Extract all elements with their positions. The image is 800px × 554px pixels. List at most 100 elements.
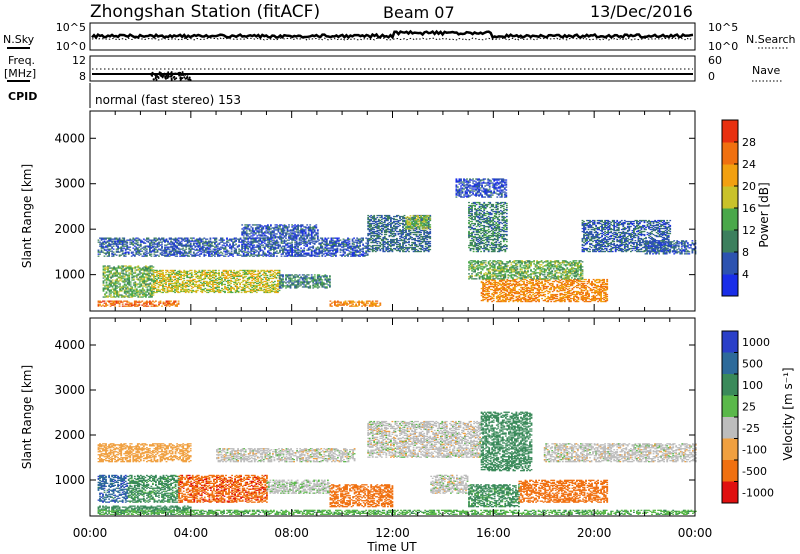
heatmap-cell xyxy=(126,295,129,297)
noise-tick-left-bottom: 10^0 xyxy=(56,40,86,53)
heatmap-cell xyxy=(373,234,376,237)
heatmap-cell xyxy=(120,275,123,277)
heatmap-cell xyxy=(157,277,160,280)
heatmap-cell xyxy=(348,242,351,244)
heatmap-cell xyxy=(253,255,256,257)
heatmap-cell xyxy=(371,300,374,302)
heatmap-cell xyxy=(169,283,172,286)
heatmap-cell xyxy=(216,272,219,275)
heatmap-cell xyxy=(325,238,328,240)
heatmap-cell xyxy=(218,269,220,272)
heatmap-cell xyxy=(134,271,137,273)
heatmap-cell xyxy=(111,282,114,284)
heatmap-cell xyxy=(126,278,129,280)
heatmap-cell xyxy=(127,304,130,306)
heatmap-cell xyxy=(114,282,117,284)
heatmap-cell xyxy=(146,305,148,307)
heatmap-cell xyxy=(204,244,207,246)
heatmap-cell xyxy=(157,285,160,288)
heatmap-cell xyxy=(125,265,128,267)
heatmap-cell xyxy=(288,224,290,226)
heatmap-cell xyxy=(126,281,129,283)
heatmap-cell xyxy=(160,281,163,284)
heatmap-cell xyxy=(325,252,328,254)
heatmap-cell xyxy=(324,283,327,285)
heatmap-cell xyxy=(166,277,169,280)
heatmap-cell xyxy=(135,301,138,303)
heatmap-cell xyxy=(301,228,304,230)
heatmap-cell xyxy=(104,285,106,287)
heatmap-cell xyxy=(253,244,256,246)
heatmap-cell xyxy=(312,287,315,289)
heatmap-cell xyxy=(105,302,107,304)
heatmap-cell xyxy=(123,265,126,267)
heatmap-cell xyxy=(132,304,135,306)
frequency-point xyxy=(188,78,191,81)
heatmap-cell xyxy=(102,266,105,268)
heatmap-cell xyxy=(252,284,255,287)
heatmap-cell xyxy=(306,224,309,226)
heatmap-cell xyxy=(146,276,149,278)
heatmap-cell xyxy=(192,281,195,284)
heatmap-cell xyxy=(107,266,109,268)
heatmap-cell xyxy=(163,274,166,277)
heatmap-cell xyxy=(217,253,219,255)
frequency-point xyxy=(160,74,163,77)
heatmap-cell xyxy=(141,304,144,306)
heatmap-cell xyxy=(231,291,234,294)
heatmap-cell xyxy=(107,284,109,286)
heatmap-cell xyxy=(149,301,151,303)
heatmap-cell xyxy=(136,241,139,243)
heatmap-cell xyxy=(128,283,131,285)
heatmap-cell xyxy=(161,243,163,245)
heatmap-cell xyxy=(149,286,152,288)
heatmap-cell xyxy=(133,303,136,305)
heatmap-cell xyxy=(122,280,125,282)
heatmap-cell xyxy=(116,293,118,295)
noise-search-line xyxy=(91,37,693,41)
heatmap-cell xyxy=(151,279,153,281)
heatmap-cell xyxy=(140,289,143,291)
heatmap-cell xyxy=(168,280,170,283)
heatmap-cell xyxy=(168,283,170,286)
heatmap-cell xyxy=(172,287,175,290)
heatmap-cell xyxy=(228,273,231,276)
heatmap-cell xyxy=(119,290,121,292)
heatmap-cell xyxy=(167,304,169,306)
heatmap-cell xyxy=(191,239,194,241)
heatmap-cell xyxy=(373,249,376,252)
heatmap-cell xyxy=(169,275,172,278)
heatmap-cell xyxy=(116,287,118,289)
heatmap-cell xyxy=(171,287,173,290)
heatmap-cell xyxy=(105,266,108,268)
heatmap-cell xyxy=(142,241,145,243)
heatmap-cell xyxy=(174,300,177,302)
heatmap-cell xyxy=(116,269,118,271)
heatmap-cell xyxy=(155,237,157,239)
heatmap-cell xyxy=(131,288,134,290)
heatmap-cell xyxy=(107,277,109,279)
heatmap-cell xyxy=(137,295,140,297)
cpid-row: CPID normal (fast stereo) 153 xyxy=(8,83,241,108)
heatmap-cell xyxy=(151,269,153,271)
beam-label: Beam 07 xyxy=(383,3,455,22)
heatmap-cell xyxy=(142,252,145,254)
heatmap-cell xyxy=(156,288,158,291)
heatmap-cell xyxy=(146,273,149,275)
heatmap-cell xyxy=(124,255,127,257)
heatmap-cell xyxy=(150,255,153,257)
heatmap-cell xyxy=(111,276,114,278)
heatmap-cell xyxy=(108,290,111,292)
heatmap-cell xyxy=(171,270,173,273)
heatmap-cell xyxy=(146,302,148,304)
heatmap-cell xyxy=(151,270,153,272)
heatmap-cell xyxy=(119,274,121,276)
heatmap-cell xyxy=(150,301,153,303)
heatmap-cell xyxy=(388,214,391,217)
heatmap-cell xyxy=(157,270,160,273)
heatmap-cell xyxy=(235,248,237,250)
heatmap-cell xyxy=(105,281,108,283)
heatmap-cell xyxy=(122,281,125,283)
heatmap-cell xyxy=(163,285,166,288)
heatmap-cell xyxy=(110,284,112,286)
